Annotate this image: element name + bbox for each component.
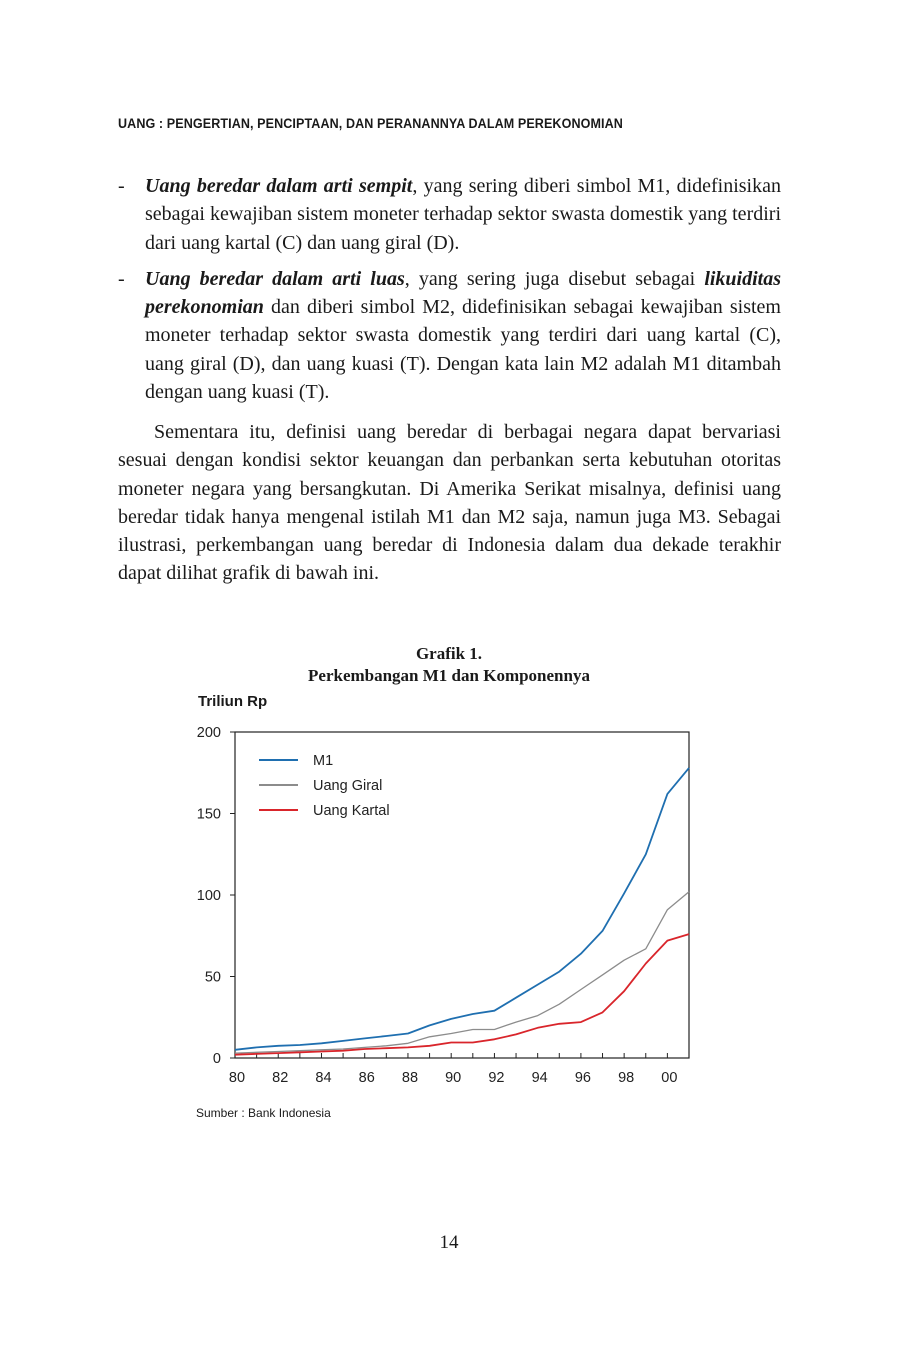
series-line-m1: [234, 767, 690, 1051]
chart-title: Grafik 1.: [415, 644, 483, 663]
y-tick-label: 50: [205, 970, 221, 986]
y-tick-label: 0: [213, 1051, 221, 1067]
x-tick-label: 98: [618, 1070, 634, 1086]
x-tick-label: 96: [575, 1070, 591, 1086]
bullet-list: Uang beredar dalam arti sempit, yang ser…: [118, 172, 781, 414]
x-tick-label: 92: [488, 1070, 504, 1086]
bullet-item: Uang beredar dalam arti luas, yang serin…: [118, 265, 781, 406]
bullet-term: Uang beredar dalam arti sempit: [145, 175, 413, 197]
bullet-text-continued: dan diberi simbol M2, didefinisikan seba…: [145, 296, 781, 404]
y-tick-label: 150: [197, 807, 221, 823]
legend-label-m1: M1: [313, 753, 333, 769]
chart-subtitle: Perkembangan M1 dan Komponennya: [308, 666, 590, 685]
y-axis-title: Triliun Rp: [198, 693, 268, 710]
y-tick-label: 100: [197, 888, 221, 904]
x-tick-label: 94: [532, 1070, 548, 1086]
bullet-text: , yang sering juga disebut sebagai: [404, 267, 705, 290]
x-tick-label: 82: [272, 1070, 288, 1086]
bullet-term-secondary: likuiditas perekonomian: [145, 267, 782, 319]
x-tick-label: 90: [445, 1070, 461, 1086]
bullet-item: Uang beredar dalam arti sempit, yang ser…: [118, 172, 781, 257]
x-tick-label: 00: [661, 1070, 677, 1086]
body-paragraph: Sementara itu, definisi uang beredar di …: [118, 421, 781, 585]
running-head: UANG : PENGERTIAN, PENCIPTAAN, DAN PERAN…: [118, 116, 623, 131]
x-tick-label: 86: [359, 1070, 375, 1086]
plot-frame: [234, 731, 690, 1059]
bullet-text: , yang sering diberi simbol M1, didefini…: [145, 175, 781, 254]
x-tick-label: 88: [402, 1070, 418, 1086]
bullet-term: Uang beredar dalam arti luas: [145, 267, 405, 290]
legend-label-uang-kartal: Uang Kartal: [313, 803, 390, 819]
y-tick-label: 200: [197, 725, 221, 741]
series-line-uang-kartal: [234, 933, 690, 1056]
legend-label-uang-giral: Uang Giral: [313, 778, 382, 794]
x-tick-label: 80: [229, 1070, 245, 1086]
page-number: 14: [439, 1232, 459, 1253]
chart-source: Sumber : Bank Indonesia: [196, 1106, 331, 1120]
x-tick-label: 84: [315, 1070, 331, 1086]
series-line-uang-giral: [234, 891, 690, 1054]
